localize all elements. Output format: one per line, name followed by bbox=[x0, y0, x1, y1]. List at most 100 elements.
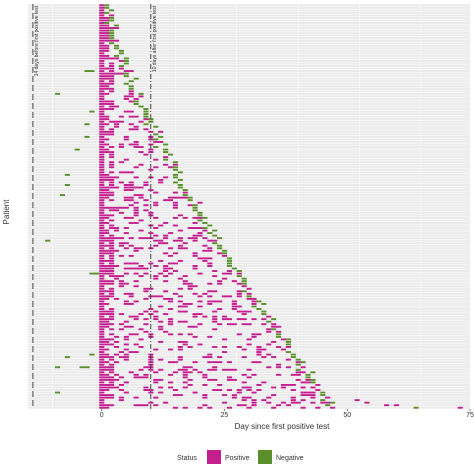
positive-tile bbox=[128, 143, 134, 146]
positive-tile bbox=[217, 300, 223, 303]
negative-tile bbox=[251, 305, 257, 308]
positive-tile bbox=[109, 176, 115, 179]
positive-tile bbox=[99, 168, 105, 171]
positive-tile bbox=[246, 368, 252, 371]
negative-tile bbox=[158, 135, 164, 138]
positive-tile bbox=[143, 209, 149, 212]
positive-tile bbox=[99, 320, 105, 323]
positive-tile bbox=[153, 216, 159, 219]
positive-tile bbox=[133, 262, 139, 265]
negative-tile bbox=[143, 113, 149, 116]
negative-tile bbox=[113, 47, 120, 50]
positive-tile bbox=[158, 272, 164, 275]
positive-tile bbox=[148, 358, 154, 361]
positive-tile bbox=[104, 75, 110, 78]
positive-tile bbox=[207, 368, 213, 371]
positive-tile bbox=[266, 353, 272, 356]
positive-tile bbox=[207, 282, 213, 285]
positive-tile bbox=[163, 401, 169, 404]
positive-tile bbox=[236, 290, 242, 293]
positive-tile bbox=[109, 199, 115, 202]
positive-tile bbox=[99, 295, 105, 298]
negative-tile bbox=[138, 105, 144, 108]
positive-tile bbox=[212, 318, 218, 321]
positive-tile bbox=[167, 348, 174, 351]
positive-tile bbox=[113, 120, 120, 123]
positive-tile bbox=[153, 295, 159, 298]
positive-tile bbox=[99, 24, 105, 27]
negative-tile bbox=[221, 249, 228, 252]
positive-tile bbox=[236, 404, 242, 407]
positive-tile bbox=[104, 27, 110, 30]
positive-tile bbox=[138, 368, 144, 371]
positive-tile bbox=[99, 11, 105, 14]
positive-tile bbox=[177, 277, 183, 280]
positive-tile bbox=[246, 287, 252, 290]
positive-tile bbox=[177, 287, 183, 290]
positive-tile bbox=[221, 394, 228, 397]
positive-tile bbox=[109, 363, 115, 366]
positive-tile bbox=[133, 280, 139, 283]
positive-tile bbox=[207, 257, 213, 260]
positive-tile bbox=[104, 77, 110, 80]
positive-tile bbox=[99, 65, 105, 67]
positive-tile bbox=[99, 310, 105, 313]
positive-tile bbox=[177, 229, 183, 232]
positive-tile bbox=[167, 267, 174, 270]
positive-tile bbox=[212, 368, 218, 371]
negative-tile bbox=[109, 29, 115, 32]
positive-tile bbox=[104, 87, 110, 90]
positive-tile bbox=[241, 323, 247, 326]
positive-tile bbox=[207, 295, 213, 298]
positive-tile bbox=[99, 196, 105, 199]
negative-tile bbox=[202, 216, 208, 219]
positive-tile bbox=[109, 57, 115, 60]
positive-tile bbox=[104, 178, 110, 181]
positive-tile bbox=[212, 320, 218, 323]
positive-tile bbox=[266, 401, 272, 404]
negative-tile bbox=[295, 363, 301, 366]
positive-tile bbox=[99, 211, 105, 214]
positive-tile bbox=[109, 178, 115, 181]
positive-tile bbox=[163, 313, 169, 316]
positive-tile bbox=[231, 300, 237, 303]
positive-tile bbox=[167, 199, 174, 202]
positive-tile bbox=[167, 300, 174, 303]
positive-tile bbox=[167, 272, 174, 275]
positive-tile bbox=[104, 313, 110, 316]
negative-tile bbox=[177, 184, 183, 186]
positive-tile bbox=[99, 100, 105, 103]
positive-tile bbox=[172, 224, 178, 227]
positive-tile bbox=[118, 115, 124, 118]
positive-tile bbox=[182, 340, 188, 343]
negative-tile bbox=[148, 118, 154, 121]
positive-tile bbox=[104, 39, 110, 42]
positive-tile bbox=[99, 353, 105, 356]
positive-tile bbox=[158, 224, 164, 227]
positive-tile bbox=[177, 305, 183, 308]
positive-tile bbox=[226, 376, 233, 379]
positive-tile bbox=[285, 358, 291, 361]
positive-tile bbox=[266, 328, 272, 331]
positive-tile bbox=[153, 191, 159, 194]
positive-tile bbox=[236, 310, 242, 313]
positive-tile bbox=[138, 247, 144, 250]
positive-tile bbox=[104, 130, 110, 133]
positive-tile bbox=[158, 386, 164, 389]
positive-tile bbox=[99, 270, 105, 273]
positive-tile bbox=[192, 361, 198, 364]
legend-label-positive: Positive bbox=[225, 455, 250, 462]
positive-tile bbox=[104, 244, 110, 247]
data-marks bbox=[45, 4, 463, 409]
positive-tile bbox=[99, 257, 105, 260]
positive-tile bbox=[182, 373, 188, 376]
positive-tile bbox=[123, 247, 129, 250]
positive-tile bbox=[236, 346, 242, 348]
positive-tile bbox=[128, 181, 134, 184]
positive-tile bbox=[138, 275, 144, 278]
positive-tile bbox=[163, 237, 169, 240]
positive-tile bbox=[109, 14, 115, 17]
positive-tile bbox=[123, 343, 129, 346]
positive-tile bbox=[123, 232, 129, 235]
positive-tile bbox=[251, 391, 257, 394]
